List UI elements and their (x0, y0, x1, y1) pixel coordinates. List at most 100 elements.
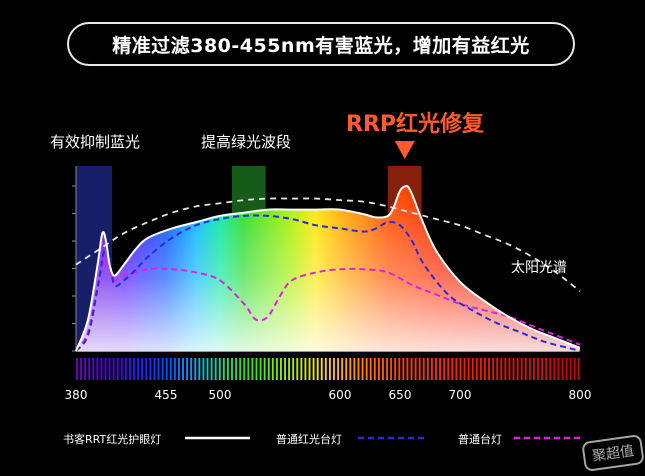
spectrum-strip-bar (435, 358, 437, 380)
spectrum-strip-bar (537, 358, 539, 380)
x-tick-label: 380 (64, 388, 88, 402)
spectrum-strip-bar (76, 358, 78, 380)
spectrum-strip-bar (402, 358, 405, 380)
spectrum-strip-bar (406, 358, 409, 380)
x-tick-label: 600 (328, 388, 352, 402)
spectrum-strip-bar (88, 358, 91, 380)
x-tick-label: 500 (208, 388, 232, 402)
series-line-red-lamp (75, 214, 581, 352)
x-tick-label: 700 (448, 388, 472, 402)
spectrum-strip-bar (500, 358, 503, 380)
spectrum-strip-bar (475, 358, 478, 380)
spectrum-strip-bar (565, 358, 568, 380)
spectrum-strip-bar (300, 358, 303, 380)
spectrum-strip-bar (520, 358, 523, 380)
spectrum-strip-bar (259, 358, 262, 380)
spectrum-strip-bar (210, 358, 213, 380)
spectrum-strip-bar (263, 358, 266, 380)
spectrum-strip-bar (173, 358, 176, 380)
spectrum-strip-bar (369, 358, 372, 380)
spectrum-strip-bar (124, 358, 127, 380)
spectrum-strip-bar (133, 358, 136, 380)
title-banner: 精准过滤380-455nm有害蓝光，增加有益红光 (67, 22, 575, 66)
spectrum-strip-bar (541, 358, 544, 380)
spectrum-strip-bar (247, 358, 250, 380)
spectrum-strip-bar (451, 358, 454, 380)
spectrum-strip-bar (496, 358, 499, 380)
spectrum-strip-bar (186, 358, 189, 380)
spectrum-strip-bar (96, 358, 99, 380)
spectrum-strip-bar (528, 358, 531, 380)
spectrum-strip-bar (178, 358, 180, 380)
spectrum-strip-bar (524, 358, 527, 380)
spectrum-strip-bar (149, 358, 152, 380)
spectrum-strip-bar (271, 358, 274, 380)
spectrum-strip-bar (84, 358, 87, 380)
spectrum-strip-bar (357, 358, 360, 380)
spectrum-strip-bar (324, 358, 327, 380)
spectrum-strip-bar (532, 358, 535, 380)
spectrum-strip-bar (553, 358, 556, 380)
spectrum-strip-bar (479, 358, 482, 380)
spectrum-strip-bar (337, 358, 340, 380)
spectrum-strip-bar (226, 358, 229, 380)
spectrum-strip-bar (100, 358, 103, 380)
spectrum-strip-bar (108, 358, 111, 380)
spectrum-strip-bar (320, 358, 323, 380)
spectrum-strip-bar (492, 358, 495, 380)
series-line-sunlight (75, 197, 581, 292)
spectrum-strip-bar (190, 358, 193, 380)
spectrum-strip-bar (557, 358, 560, 380)
spectrum-strip-bar (182, 358, 184, 380)
spectrum-strip-bar (214, 358, 217, 380)
sunlight-annotation: 太阳光谱 (511, 260, 567, 276)
spectrum-strip-bar (251, 358, 254, 380)
spectrum-strip-bar (92, 358, 95, 380)
spectrum-strip-bar (512, 358, 515, 380)
spectrum-strip-bar (161, 358, 164, 380)
spectrum-strip-bar (516, 358, 519, 380)
spectrum-strip-bar (341, 358, 344, 380)
spectrum-strip-bar (382, 358, 384, 380)
spectrum-strip-bar (169, 358, 172, 380)
spectrum-strip-bar (504, 358, 507, 380)
spectrum-strip-bar (141, 358, 144, 380)
spectrum-strip-bar (373, 358, 376, 380)
spectrum-strip-bar (430, 358, 433, 380)
spectrum-strip-bar (288, 358, 291, 380)
spectrum-strip-bar (561, 358, 564, 380)
spectrum-strip-bar (218, 358, 221, 380)
spectrum-strip-bar (467, 358, 470, 380)
legend-label-rrt: 书客RRT红光护眼灯 (63, 433, 162, 446)
spectrum-strip-bar (345, 358, 348, 380)
legend-label-normal-lamp: 普通台灯 (458, 433, 502, 446)
spectrum-strip-bar (508, 358, 511, 380)
spectrum-strip-bar (439, 358, 442, 380)
series-line-normal-lamp (75, 258, 581, 352)
spectrum-strip-bar (312, 358, 315, 380)
x-tick-label: 650 (388, 388, 412, 402)
spectrum-strip-bar (365, 358, 368, 380)
spectrum-strip-bar (231, 358, 233, 380)
spectrum-strip-bar (414, 358, 417, 380)
spectrum-strip-bar (549, 358, 552, 380)
spectrum-strip-bar (137, 358, 140, 380)
blue-filter-annotation: 有效抑制蓝光 (50, 133, 141, 151)
spectrum-strip-bar (80, 358, 82, 380)
spectrum-strip-bar (304, 358, 307, 380)
spectrum-strip-bar (275, 358, 278, 380)
spectrum-strip-bar (116, 358, 119, 380)
spectrum-strip-bar (206, 358, 209, 380)
spectrum-strip-bar (361, 358, 364, 380)
spectrum-strip-bar (463, 358, 466, 380)
spectrum-strip-bar (280, 358, 282, 380)
spectrum-strip-bar (349, 358, 352, 380)
spectrum-strip-bar (243, 358, 246, 380)
spectrum-strip-bar (333, 358, 335, 380)
spectrum-strip-bar (410, 358, 413, 380)
spectrum-strip-bar (443, 358, 446, 380)
spectrum-strip-bar (484, 358, 486, 380)
spectrum-strip-bar (308, 358, 311, 380)
spectrum-strip-bar (577, 358, 580, 380)
